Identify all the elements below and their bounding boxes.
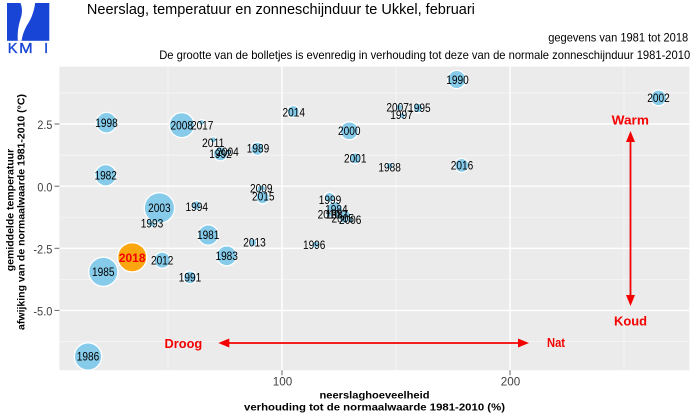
- svg-text:Droog: Droog: [165, 336, 203, 351]
- svg-text:1992: 1992: [209, 147, 232, 161]
- svg-text:gemiddelde temperatuur: gemiddelde temperatuur: [5, 149, 17, 272]
- svg-text:2011: 2011: [202, 136, 225, 150]
- svg-text:1986: 1986: [77, 350, 100, 364]
- svg-text:1999: 1999: [319, 193, 342, 207]
- svg-text:1990: 1990: [446, 73, 469, 87]
- svg-text:1989: 1989: [247, 142, 270, 156]
- svg-text:2002: 2002: [647, 91, 670, 105]
- svg-text:1995: 1995: [408, 101, 431, 115]
- svg-text:K: K: [8, 41, 18, 57]
- svg-text:2018: 2018: [119, 251, 146, 265]
- svg-text:Neerslag, temperatuur en zonne: Neerslag, temperatuur en zonneschijnduur…: [87, 1, 475, 18]
- svg-text:2006: 2006: [339, 213, 362, 227]
- svg-text:2017: 2017: [191, 118, 214, 132]
- svg-text:1984: 1984: [325, 203, 348, 217]
- svg-text:1994: 1994: [186, 200, 209, 214]
- svg-text:1997: 1997: [390, 108, 413, 122]
- svg-text:1987: 1987: [326, 208, 349, 222]
- svg-text:2015: 2015: [252, 190, 275, 204]
- svg-text:2012: 2012: [151, 253, 174, 267]
- svg-text:2010: 2010: [318, 208, 341, 222]
- svg-text:2003: 2003: [148, 201, 171, 215]
- svg-text:100: 100: [273, 375, 293, 389]
- svg-text:2001: 2001: [344, 152, 367, 166]
- svg-text:200: 200: [501, 375, 521, 389]
- svg-text:1981: 1981: [197, 228, 220, 242]
- svg-text:-5.0: -5.0: [33, 305, 52, 319]
- svg-text:neerslaghoeveelheid: neerslaghoeveelheid: [320, 389, 430, 401]
- svg-text:gegevens van 1981 tot 2018: gegevens van 1981 tot 2018: [548, 30, 688, 44]
- svg-text:2000: 2000: [338, 124, 361, 138]
- svg-text:1983: 1983: [215, 249, 238, 263]
- svg-text:1988: 1988: [378, 161, 401, 175]
- svg-text:2016: 2016: [451, 158, 474, 172]
- svg-text:1993: 1993: [141, 216, 164, 230]
- svg-text:verhouding tot de normaalwaard: verhouding tot de normaalwaarde 1981-201…: [244, 401, 505, 413]
- svg-text:2009: 2009: [250, 181, 273, 195]
- svg-text:I: I: [44, 41, 48, 57]
- svg-text:2004: 2004: [216, 145, 239, 159]
- svg-text:2013: 2013: [243, 236, 266, 250]
- svg-text:1982: 1982: [94, 169, 117, 183]
- svg-text:Koud: Koud: [614, 314, 647, 329]
- svg-text:De grootte van de bolletjes is: De grootte van de bolletjes is evenredig…: [159, 48, 690, 62]
- svg-text:1998: 1998: [95, 116, 118, 130]
- svg-text:Warm: Warm: [612, 112, 649, 127]
- svg-text:1996: 1996: [303, 238, 326, 252]
- svg-text:1985: 1985: [92, 265, 115, 279]
- svg-text:2007: 2007: [386, 101, 409, 115]
- svg-text:0.0: 0.0: [37, 180, 52, 194]
- svg-text:1991: 1991: [179, 271, 202, 285]
- svg-text:2005: 2005: [332, 211, 355, 225]
- svg-text:2008: 2008: [171, 118, 194, 132]
- svg-text:afwijking van de normaalwaarde: afwijking van de normaalwaarde 1981-2010…: [16, 94, 28, 330]
- svg-text:M: M: [19, 41, 33, 57]
- svg-text:2.5: 2.5: [37, 118, 52, 132]
- svg-text:Nat: Nat: [547, 335, 566, 350]
- svg-text:-2.5: -2.5: [33, 242, 52, 256]
- svg-text:2014: 2014: [283, 106, 306, 120]
